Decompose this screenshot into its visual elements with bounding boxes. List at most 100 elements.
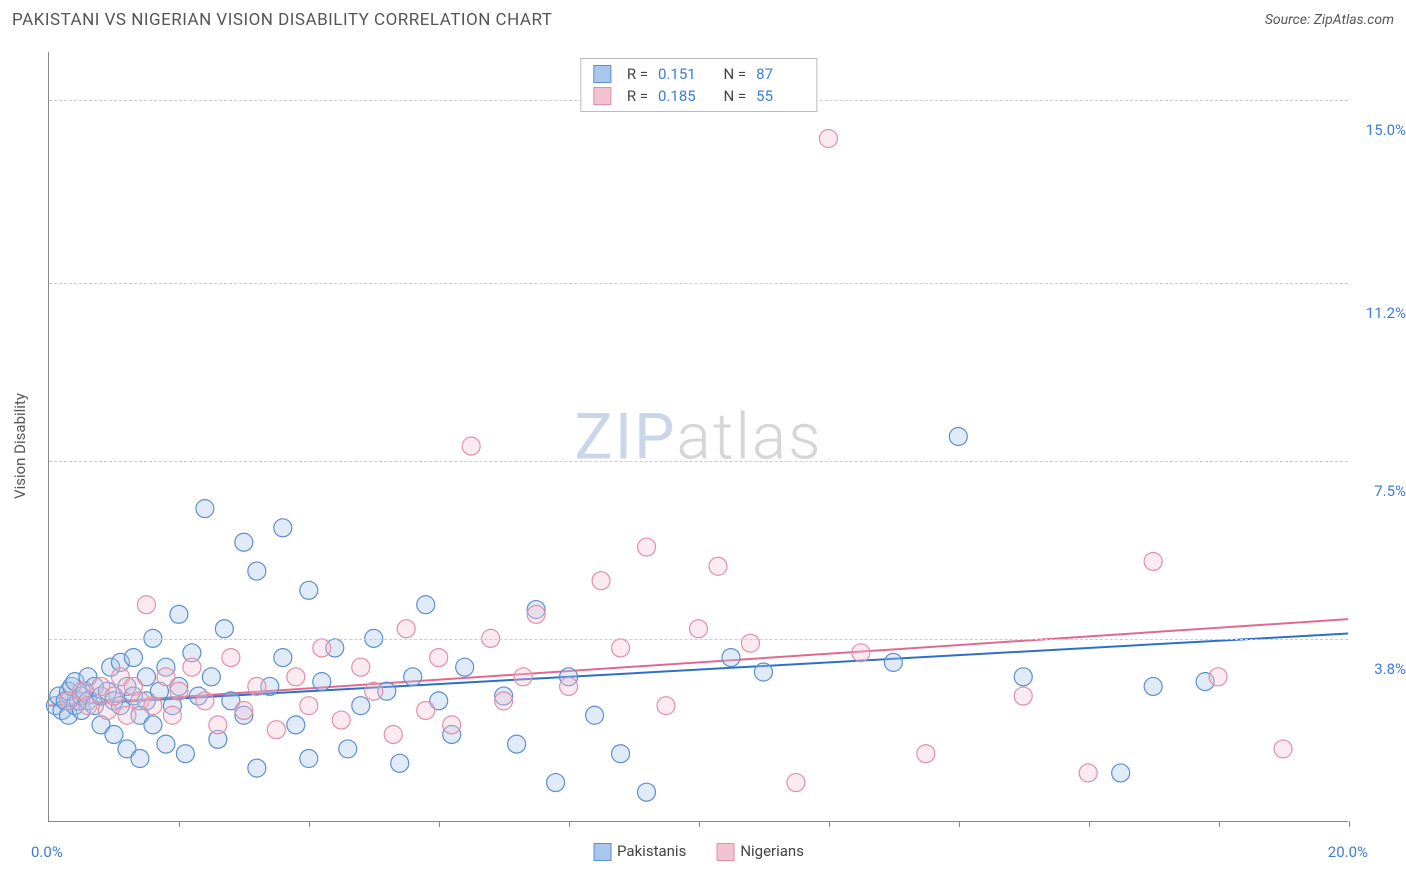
data-point xyxy=(105,725,123,743)
data-point xyxy=(443,716,461,734)
data-point xyxy=(235,533,253,551)
r-value: 0.185 xyxy=(658,87,706,105)
data-point xyxy=(508,735,526,753)
data-point xyxy=(560,677,578,695)
y-tick-label: 7.5% xyxy=(1356,482,1406,500)
n-value: 87 xyxy=(756,65,804,83)
data-point xyxy=(248,677,266,695)
data-point xyxy=(170,682,188,700)
data-point xyxy=(1144,677,1162,695)
legend-item: Nigerians xyxy=(716,842,804,861)
data-point xyxy=(1144,552,1162,570)
data-point xyxy=(313,639,331,657)
y-tick-label: 3.8% xyxy=(1356,660,1406,678)
data-point xyxy=(274,649,292,667)
data-point xyxy=(657,697,675,715)
x-tick xyxy=(1219,821,1220,827)
data-point xyxy=(638,783,656,801)
data-point xyxy=(144,716,162,734)
x-tick xyxy=(1089,821,1090,827)
x-tick xyxy=(699,821,700,827)
n-value: 55 xyxy=(756,87,804,105)
data-point xyxy=(176,745,194,763)
x-tick xyxy=(829,821,830,827)
data-point xyxy=(456,658,474,676)
correlation-row: R = 0.151 N = 87 xyxy=(593,63,804,85)
legend-item: Pakistanis xyxy=(593,842,686,861)
data-point xyxy=(365,682,383,700)
data-point xyxy=(430,649,448,667)
y-axis-title: Vision Disability xyxy=(11,393,29,499)
data-point xyxy=(391,754,409,772)
data-point xyxy=(222,649,240,667)
data-point xyxy=(137,596,155,614)
chart-title: PAKISTANI VS NIGERIAN VISION DISABILITY … xyxy=(12,10,552,30)
legend-label: Nigerians xyxy=(740,842,804,860)
data-point xyxy=(196,500,214,518)
data-point xyxy=(313,673,331,691)
data-point xyxy=(202,668,220,686)
data-point xyxy=(722,649,740,667)
data-point xyxy=(235,701,253,719)
data-point xyxy=(209,716,227,734)
data-point xyxy=(949,428,967,446)
legend-swatch xyxy=(593,87,611,105)
data-point xyxy=(1014,687,1032,705)
data-point xyxy=(404,668,422,686)
data-point xyxy=(787,774,805,792)
plot-area: ZIPatlas 3.8%7.5%11.2%15.0% R = 0.151 N … xyxy=(48,52,1348,822)
data-point xyxy=(495,692,513,710)
x-tick xyxy=(569,821,570,827)
data-point xyxy=(183,658,201,676)
data-point xyxy=(196,692,214,710)
gridline xyxy=(49,461,1348,462)
data-point xyxy=(741,634,759,652)
data-point xyxy=(274,519,292,537)
data-point xyxy=(352,658,370,676)
data-point xyxy=(884,653,902,671)
data-point xyxy=(300,697,318,715)
source-label: Source: ZipAtlas.com xyxy=(1265,12,1394,28)
data-point xyxy=(170,605,188,623)
data-point xyxy=(514,668,532,686)
data-point xyxy=(547,774,565,792)
gridline xyxy=(49,639,1348,640)
data-point xyxy=(144,697,162,715)
data-point xyxy=(417,701,435,719)
data-point xyxy=(105,687,123,705)
data-point xyxy=(1112,764,1130,782)
x-tick xyxy=(439,821,440,827)
data-point xyxy=(397,620,415,638)
legend-swatch xyxy=(593,65,611,83)
data-point xyxy=(527,605,545,623)
data-point xyxy=(1209,668,1227,686)
n-label: N = xyxy=(716,87,746,105)
y-tick-label: 11.2% xyxy=(1356,304,1406,322)
data-point xyxy=(592,572,610,590)
legend-swatch xyxy=(716,843,734,861)
data-point xyxy=(638,538,656,556)
x-tick xyxy=(309,821,310,827)
data-point xyxy=(124,649,142,667)
data-point xyxy=(339,740,357,758)
data-point xyxy=(852,644,870,662)
x-min-label: 0.0% xyxy=(31,843,63,861)
data-point xyxy=(157,735,175,753)
r-value: 0.151 xyxy=(658,65,706,83)
data-point xyxy=(215,620,233,638)
correlation-row: R = 0.185 N = 55 xyxy=(593,85,804,107)
data-point xyxy=(612,639,630,657)
data-point xyxy=(118,706,136,724)
x-tick xyxy=(1349,821,1350,827)
data-point xyxy=(612,745,630,763)
data-point xyxy=(819,130,837,148)
data-point xyxy=(157,668,175,686)
title-bar: PAKISTANI VS NIGERIAN VISION DISABILITY … xyxy=(0,0,1406,40)
data-point xyxy=(462,437,480,455)
x-tick xyxy=(959,821,960,827)
data-point xyxy=(690,620,708,638)
chart-svg xyxy=(49,52,1348,821)
data-point xyxy=(287,668,305,686)
data-point xyxy=(300,581,318,599)
data-point xyxy=(1274,740,1292,758)
